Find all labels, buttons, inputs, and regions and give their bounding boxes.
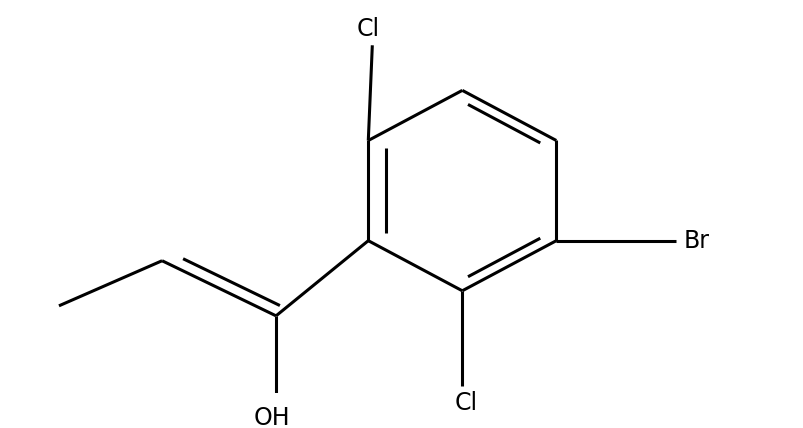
Text: Cl: Cl [454,391,477,415]
Text: OH: OH [254,406,290,428]
Text: Cl: Cl [357,17,379,41]
Text: Br: Br [683,229,709,253]
